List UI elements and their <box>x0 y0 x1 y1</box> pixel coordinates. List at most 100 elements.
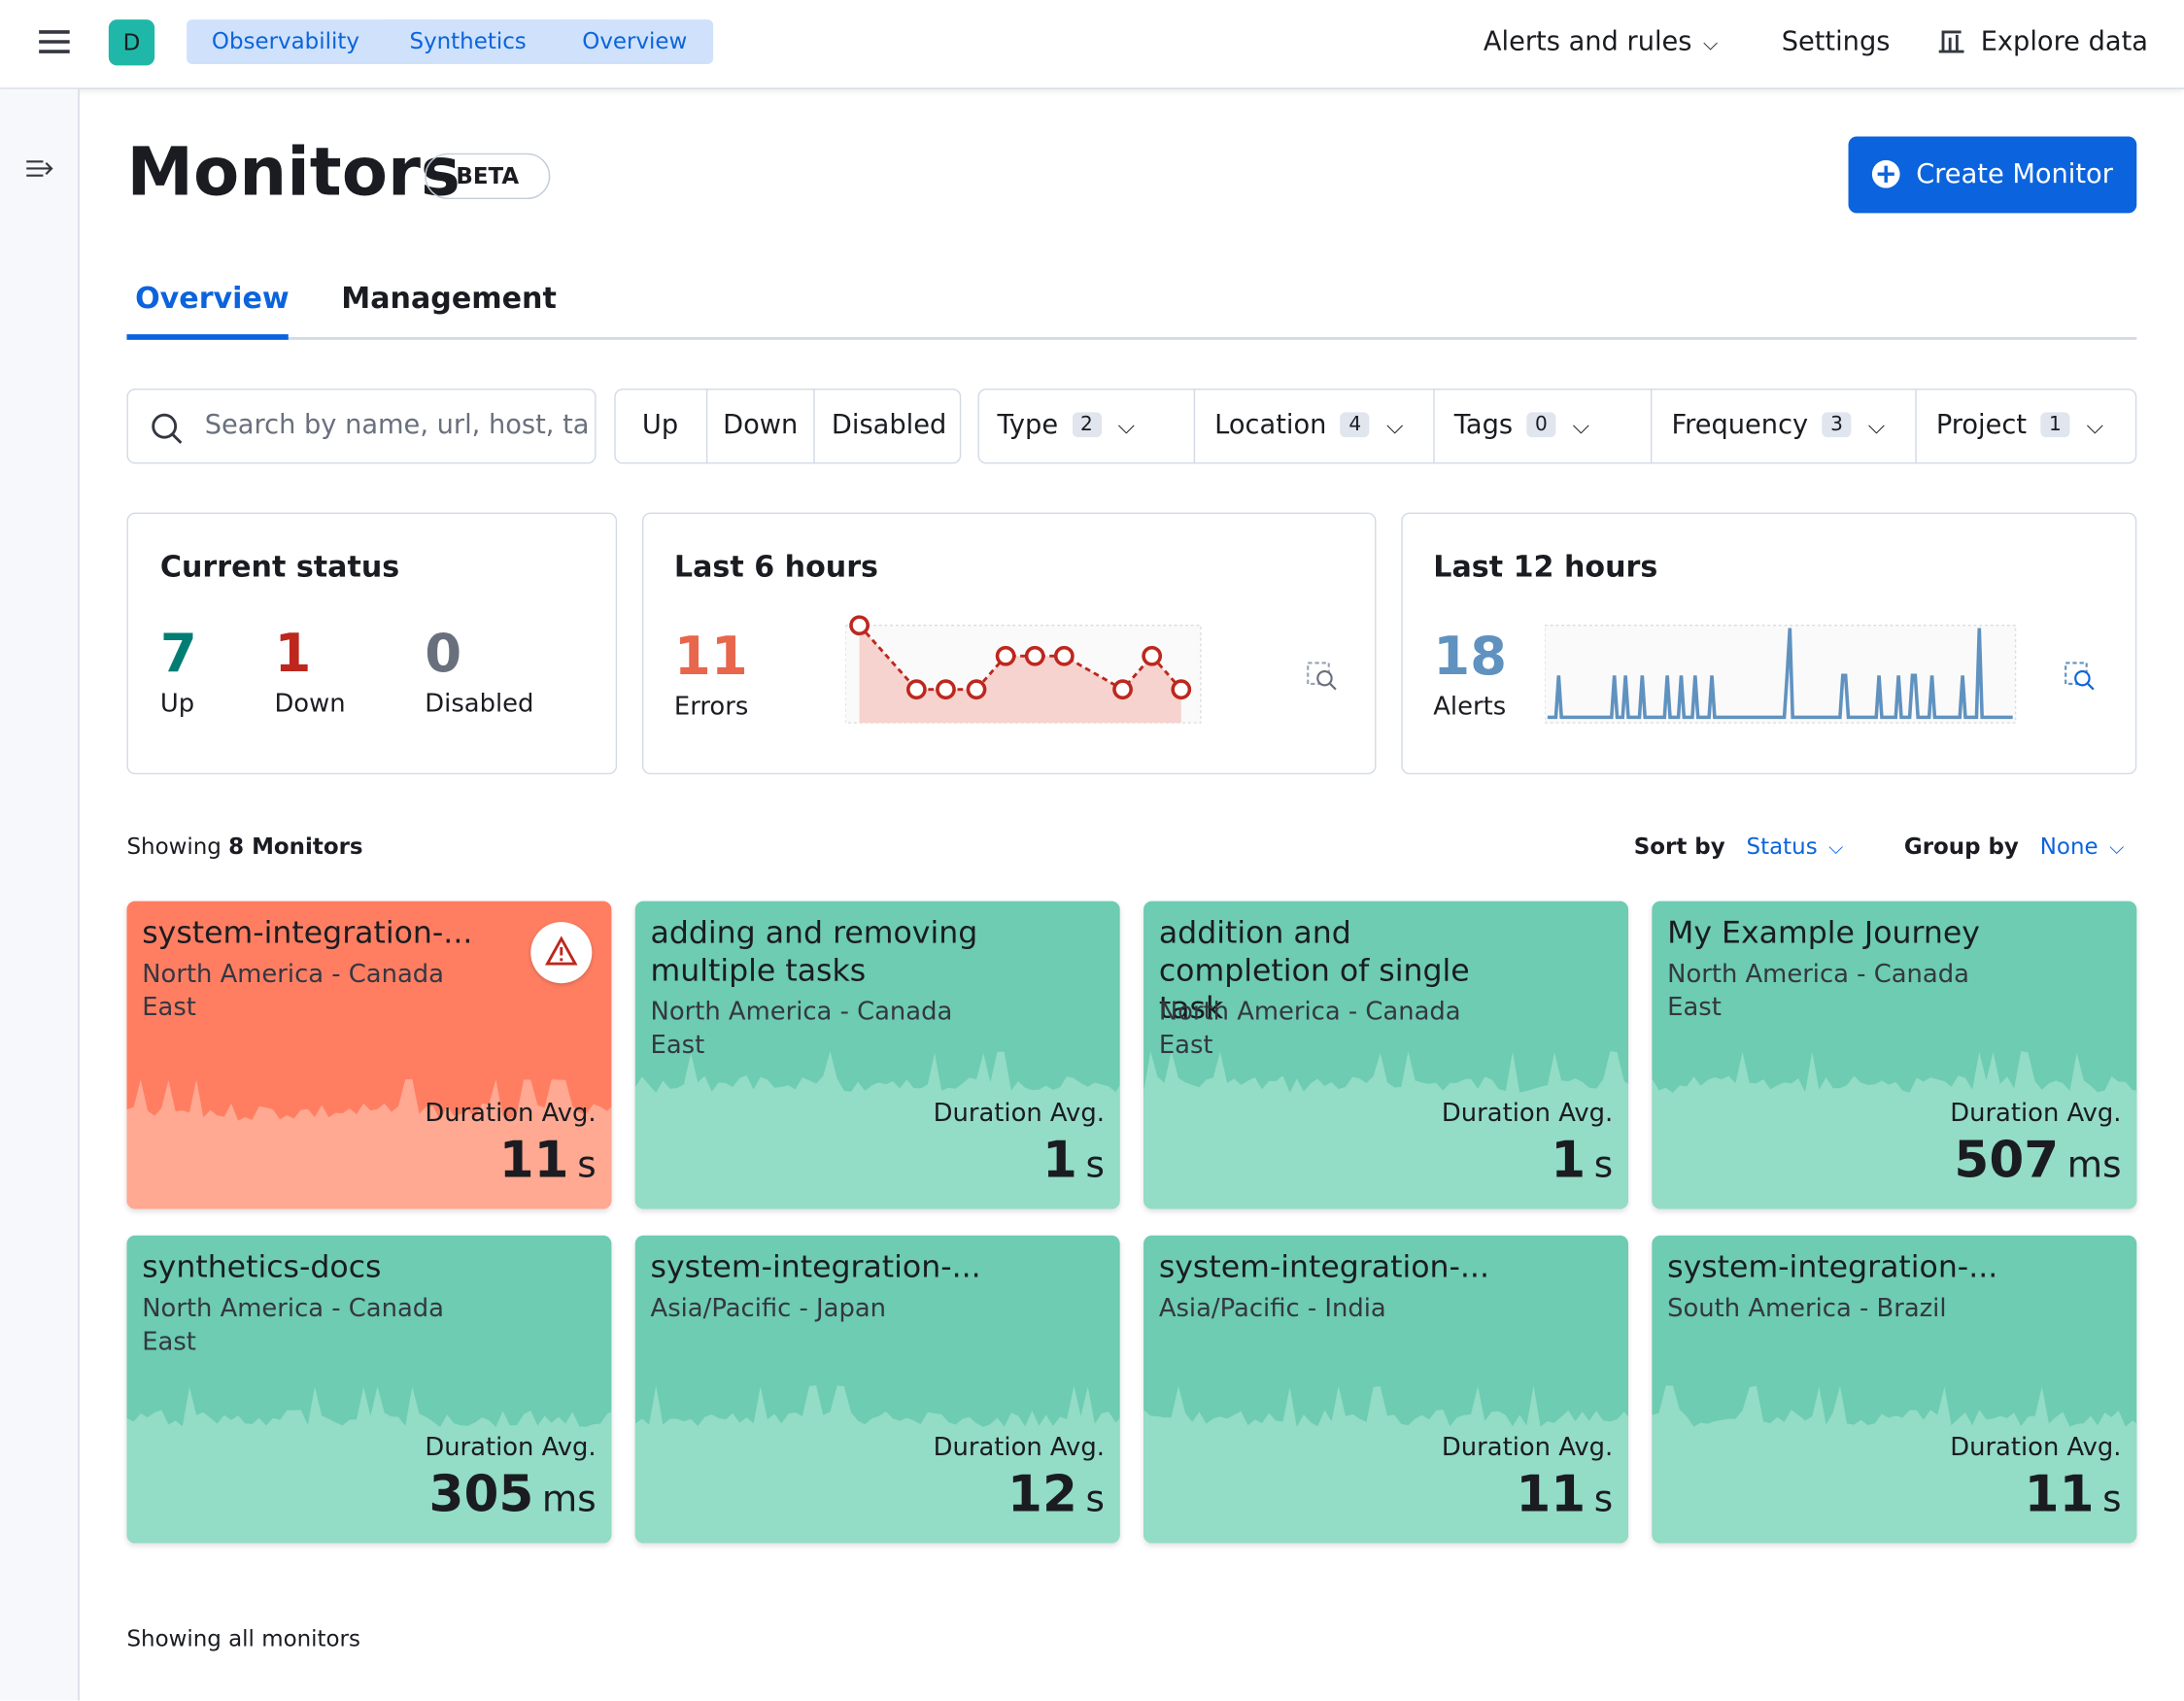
nav-link[interactable]: Settings <box>1781 26 1891 57</box>
status-filter[interactable]: Disabled <box>831 409 947 441</box>
filter-row: Frequency 3 ⌵ <box>1671 410 1885 441</box>
filter-count: 1 <box>2040 412 2070 438</box>
chevron: ⌵ <box>1385 412 1404 439</box>
monitor-card[interactable]: My Example Journey North America - Canada… <box>1652 901 2137 1209</box>
duration-unit: s <box>1593 1144 1614 1187</box>
monitor-name: addition and completion of single task <box>1158 916 1470 1027</box>
chevron: ⌵ <box>2086 412 2103 439</box>
avatar[interactable]: D <box>108 19 155 66</box>
duration-number: 1 <box>1551 1132 1587 1190</box>
duration-unit: s <box>1085 1479 1105 1521</box>
monitor-card[interactable]: adding and removing multiple tasks North … <box>634 901 1120 1209</box>
chevron: ⌵ <box>1117 412 1136 439</box>
filter-dropdown[interactable]: Frequency 3 ⌵ <box>1650 389 1917 464</box>
duration-label: Duration Avg. <box>933 1433 1105 1463</box>
button-text: Create Monitor <box>1916 158 2113 189</box>
monitor-location: Asia/Pacific - India <box>1158 1293 1386 1324</box>
duration-number: 11 <box>1516 1466 1587 1524</box>
menu-icon[interactable] <box>38 28 71 56</box>
create-monitor-button[interactable]: Create Monitor <box>1848 136 2137 214</box>
stat-label: Down <box>274 689 346 719</box>
duration-number: 1 <box>1041 1132 1077 1190</box>
filter-dropdown[interactable]: Location 4 ⌵ <box>1193 389 1435 464</box>
showing-text: Showing <box>126 833 222 860</box>
duration-value: 11 s <box>499 1133 597 1190</box>
stat-value: 7 <box>159 622 197 684</box>
filter-count: 0 <box>1526 412 1556 438</box>
nav-link[interactable]: Alerts and rules ⌵ <box>1483 26 1719 57</box>
monitor-card[interactable]: system-integration-... Asia/Pacific - Ind… <box>1143 1235 1628 1544</box>
header: D Observability Synthetics Overview Aler… <box>0 0 2184 89</box>
stat-value: 11 <box>673 625 748 687</box>
monitor-name: system-integration-... <box>1158 1250 1489 1286</box>
filter-row: Location 4 ⌵ <box>1214 410 1403 441</box>
panel-title: Last 12 hours <box>1433 550 1658 584</box>
showing-number: 8 Monitors <box>228 833 363 860</box>
sort-control[interactable]: Sort by Status ⌵ <box>1633 833 1844 860</box>
breadcrumb[interactable]: Overview <box>557 19 714 64</box>
search-placeholder: Search by name, url, host, ta <box>204 409 590 441</box>
monitor-name: system-integration-... <box>1667 1250 1998 1286</box>
duration-unit: s <box>577 1144 597 1187</box>
nav-link[interactable]: Explore data <box>1936 26 2148 57</box>
duration-label: Duration Avg. <box>425 1099 597 1129</box>
monitor-location: North America - Canada East <box>1667 959 1969 1023</box>
monitor-card[interactable]: addition and completion of single task No… <box>1143 901 1628 1209</box>
nav-text: Alerts and rules <box>1483 26 1692 57</box>
duration-sparkline <box>634 1051 1120 1209</box>
errors-sparkline <box>845 615 1202 724</box>
duration-sparkline <box>126 1078 612 1209</box>
filter-dropdown[interactable]: Project 1 ⌵ <box>1915 389 2137 464</box>
filter-label: Frequency <box>1671 409 1809 441</box>
alerts-sparkline <box>1544 625 2017 724</box>
filter-count: 2 <box>1072 412 1102 438</box>
duration-label: Duration Avg. <box>1950 1099 2122 1129</box>
monitor-card[interactable]: system-integration-... Asia/Pacific - Jap… <box>634 1235 1120 1544</box>
filter-dropdown[interactable]: Tags 0 ⌵ <box>1433 389 1652 464</box>
stat-label: Alerts <box>1433 692 1507 722</box>
nav-text: Explore data <box>1980 26 2148 57</box>
panel-title: Last 6 hours <box>673 550 878 584</box>
duration-number: 507 <box>1954 1132 2060 1190</box>
status-filter-group <box>614 389 962 464</box>
alerts-panel: Last 12 hours 18 Alerts <box>1401 512 2137 775</box>
tab[interactable]: Management <box>341 281 557 316</box>
filter-row: Project 1 ⌵ <box>1936 410 2103 441</box>
status-filter[interactable]: Down <box>723 409 799 441</box>
errors-panel: Last 6 hours 11 Errors <box>641 512 1377 775</box>
search-field[interactable]: Search by name, url, host, ta <box>126 389 597 464</box>
chevron: ⌵ <box>1867 412 1886 439</box>
alert-icon[interactable] <box>530 922 593 984</box>
beta-badge: BETA <box>425 153 551 200</box>
filter-label: Tags <box>1453 409 1514 441</box>
duration-label: Duration Avg. <box>1441 1433 1614 1463</box>
monitor-card[interactable]: synthetics-docs North America - Canada Ea… <box>126 1235 612 1544</box>
filter-row: Type 2 ⌵ <box>998 410 1136 441</box>
duration-label: Duration Avg. <box>1441 1099 1614 1129</box>
stat-label: Errors <box>673 692 749 722</box>
sort-value: Status <box>1746 833 1818 860</box>
monitor-card[interactable]: system-integration-... North America - Ca… <box>126 901 612 1209</box>
duration-label: Duration Avg. <box>1950 1433 2122 1463</box>
filter-dropdown[interactable]: Type 2 ⌵ <box>977 389 1193 463</box>
chevron: ⌵ <box>1572 412 1590 439</box>
tab[interactable]: Overview <box>135 281 290 316</box>
sidebar <box>0 88 80 1701</box>
stat-label: Disabled <box>425 689 534 719</box>
monitor-location: South America - Brazil <box>1667 1293 1947 1324</box>
filter-group <box>977 389 2137 464</box>
filter-count: 4 <box>1340 412 1370 438</box>
stat-label: Up <box>159 689 195 719</box>
filter-label: Location <box>1214 409 1327 441</box>
duration-sparkline <box>1143 1051 1628 1209</box>
duration-value: 507 ms <box>1954 1133 2121 1190</box>
group-control[interactable]: Group by None ⌵ <box>1903 833 2125 860</box>
duration-value: 11 s <box>1516 1467 1613 1524</box>
status-filter[interactable]: Up <box>641 409 679 441</box>
stat-value: 0 <box>425 622 462 684</box>
current-status-panel: Current status 7 Up 1 Down 0 Disabled <box>126 512 618 775</box>
monitor-card[interactable]: system-integration-... South America - Br… <box>1652 1235 2137 1544</box>
duration-number: 12 <box>1007 1466 1077 1524</box>
